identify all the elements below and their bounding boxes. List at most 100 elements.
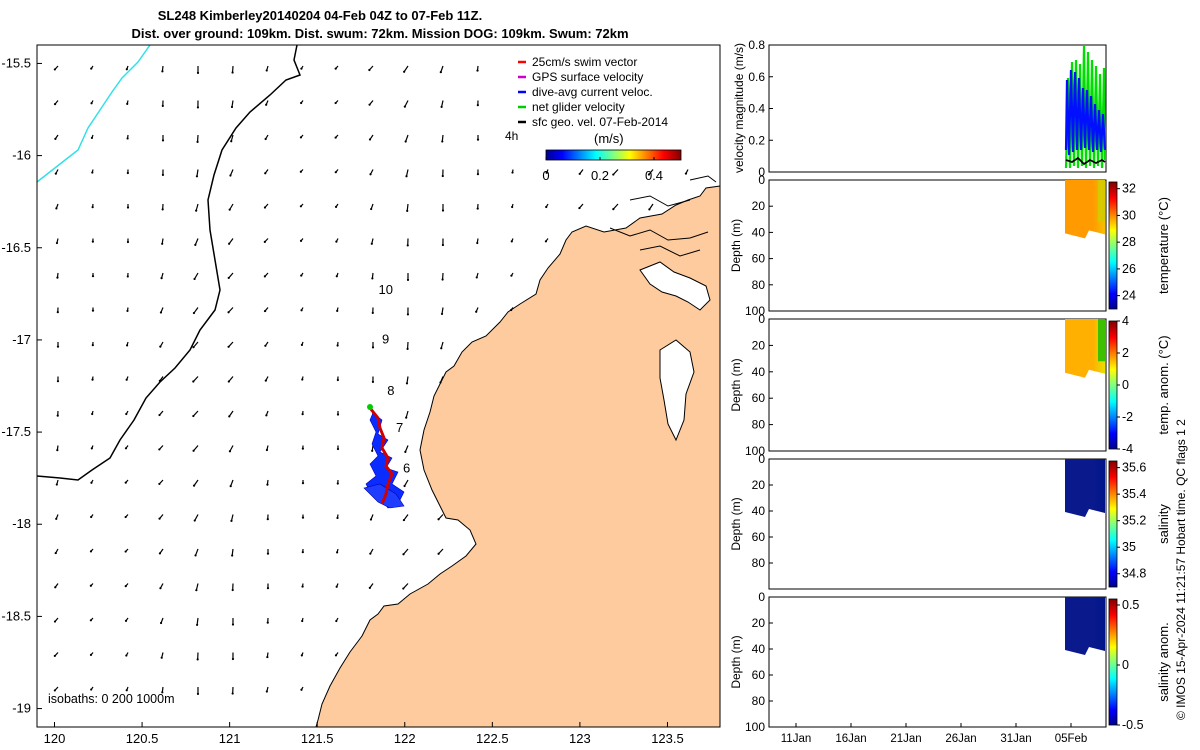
sfc-geo-vel-arrow-head: [406, 278, 410, 281]
salinity-anomaly-ylabel: Depth (m): [729, 635, 743, 688]
salinity-anomaly-y-tick-label: 0: [758, 590, 765, 604]
sfc-geo-vel-arrow-head: [195, 209, 198, 212]
sfc-geo-vel-arrow-head: [158, 379, 161, 382]
map-x-tick-label: 123.5: [651, 731, 684, 746]
sfc-geo-vel-arrow-head: [193, 277, 196, 281]
salinity-anomaly-y-tick-label: 80: [752, 694, 766, 708]
sfc-geo-vel-arrow-head: [193, 519, 196, 522]
chart-subtitle: Dist. over ground: 109km. Dist. swum: 72…: [131, 26, 629, 41]
map-colorbar-ticks: 0 0.2 0.4: [542, 157, 663, 183]
sfc-geo-vel-arrow-head: [265, 690, 268, 693]
sfc-geo-vel-arrow-head: [264, 137, 267, 141]
sfc-geo-vel-arrow-head: [55, 483, 58, 486]
island-coast-3: [609, 175, 717, 257]
sfc-geo-vel-arrow-head: [231, 554, 234, 557]
temp-anomaly-y-tick-label: 20: [752, 338, 766, 352]
legend-entry: sfc geo. vel. 07-Feb-2014: [532, 115, 668, 129]
sfc-geo-vel-arrow-head: [125, 412, 128, 416]
sfc-geo-vel-arrow-head: [336, 413, 340, 416]
sfc-geo-vel-arrow: [192, 376, 199, 382]
sfc-geo-vel-arrow-head: [158, 448, 161, 451]
sfc-geo-vel-arrow-head: [265, 414, 268, 417]
sfc-geo-vel-arrow-head: [159, 621, 163, 625]
sfc-geo-vel-arrow-head: [54, 172, 57, 175]
sfc-geo-vel-arrow-head: [334, 205, 338, 208]
salinity-colorbar-tick-label: 34.8: [1122, 567, 1146, 581]
sfc-geo-vel-arrow-head: [231, 623, 235, 626]
time-x-tick-label: 16Jan: [835, 733, 866, 745]
sfc-geo-vel-arrow-head: [192, 380, 195, 383]
map-x-tick-label: 123: [569, 731, 591, 746]
sfc-geo-vel-arrow-head: [194, 243, 197, 246]
sfc-geo-vel-arrow-head: [91, 171, 94, 174]
salinity-y-tick-label: 80: [752, 556, 766, 570]
sfc-geo-vel-arrow: [612, 169, 619, 175]
sfc-geo-vel-arrow-head: [545, 205, 548, 209]
sfc-geo-vel-arrow-head: [511, 171, 514, 174]
sfc-geo-vel-arrow-head: [192, 449, 195, 452]
sfc-geo-vel-arrow-head: [159, 311, 163, 314]
temp-anomaly-panel: 0 20 40 60 80 100 Depth (m) -4 -2 0 2 4 temp. anom. …: [729, 312, 1171, 458]
sfc-geo-vel-arrow-head: [159, 587, 162, 590]
sfc-geo-vel-arrow-head: [406, 209, 409, 212]
sfc-geo-vel-arrow-head: [264, 172, 267, 175]
track-day-label: 10: [379, 282, 393, 297]
sfc-geo-vel-arrow-head: [437, 518, 440, 521]
sfc-geo-vel-arrow-head: [402, 518, 406, 522]
sfc-geo-vel-arrow-head: [440, 312, 444, 316]
sfc-geo-vel-arrow-head: [510, 240, 513, 243]
sfc-geo-vel-arrow-head: [544, 240, 547, 243]
sfc-geo-vel-arrow-head: [126, 275, 129, 278]
time-x-tick-label: 31Jan: [1000, 733, 1031, 745]
sfc-geo-vel-arrow-head: [90, 102, 93, 105]
sfc-geo-vel-arrow-head: [440, 105, 443, 108]
sfc-geo-vel-arrow-head: [231, 657, 235, 661]
sfc-geo-vel-arrow: [405, 169, 409, 177]
isobath-200m: [37, 45, 301, 481]
sfc-geo-vel-arrow-head: [231, 71, 234, 74]
sfc-geo-vel-arrow-head: [405, 382, 409, 385]
temperature-colorbar-tick-label: 28: [1122, 235, 1136, 249]
sfc-geo-vel-arrow-head: [368, 103, 371, 106]
sfc-geo-vel-arrow: [194, 272, 199, 280]
sfc-geo-vel-arrow-head: [91, 240, 94, 243]
salinity-ylabel: Depth (m): [729, 497, 743, 550]
sfc-geo-vel-arrow-head: [89, 550, 93, 553]
track-day-labels: 10 9 8 7 6: [379, 282, 411, 476]
sfc-geo-vel-arrow-head: [371, 346, 375, 349]
temp-anomaly-data-edge: [1098, 319, 1105, 362]
map-x-axis: 120 120.5 121 121.5 122 122.5 123 123.5: [44, 722, 684, 746]
temperature-data-edge: [1098, 180, 1105, 222]
salinity-anomaly-colorbar: [1108, 598, 1118, 726]
sfc-geo-vel-arrow-head: [265, 69, 268, 72]
sfc-geo-vel-arrow-head: [441, 140, 444, 143]
sfc-geo-vel-arrow-head: [612, 207, 615, 211]
sfc-geo-vel-arrow-head: [125, 68, 128, 71]
sfc-geo-vel-arrow-head: [300, 67, 303, 70]
sfc-geo-vel-arrow-head: [299, 205, 302, 208]
sfc-geo-vel-arrow-head: [439, 381, 442, 384]
sfc-geo-vel-arrow-head: [56, 311, 59, 314]
sfc-geo-vel-arrow-head: [231, 588, 234, 592]
sfc-geo-vel-arrow-head: [335, 275, 338, 278]
salinity-anomaly-colorbar-tick-label: 0: [1122, 658, 1129, 672]
sfc-geo-vel-arrow-head: [301, 585, 304, 588]
sfc-geo-vel-arrow-head: [264, 379, 267, 382]
salinity-anomaly-colorbar-tick-label: 0.5: [1122, 598, 1139, 612]
sfc-geo-vel-arrow-head: [229, 174, 232, 177]
sfc-geo-vel-arrow-head: [334, 101, 337, 105]
temperature-y-tick-label: 20: [752, 199, 766, 213]
temp-anomaly-y-tick-label: 40: [752, 365, 766, 379]
sfc-geo-vel-arrow-head: [125, 378, 128, 381]
salinity-colorbar-tick-label: 35: [1122, 540, 1136, 554]
sfc-geo-vel-arrow-head: [161, 139, 165, 142]
sfc-geo-vel-arrow-head: [264, 344, 267, 347]
footer-credit: © IMOS 15-Apr-2024 11:21:57 Hobart time.…: [1174, 419, 1188, 720]
sfc-geo-vel-arrow-head: [265, 448, 269, 452]
sfc-geo-vel-arrow-head: [369, 552, 372, 555]
sfc-geo-vel-arrow-head: [368, 586, 371, 589]
sfc-geo-vel-arrow-head: [126, 240, 130, 244]
sfc-geo-vel-arrow-head: [612, 173, 615, 176]
map-y-tick-label: -17.5: [1, 424, 31, 439]
sfc-geo-vel-arrow-head: [230, 140, 233, 143]
